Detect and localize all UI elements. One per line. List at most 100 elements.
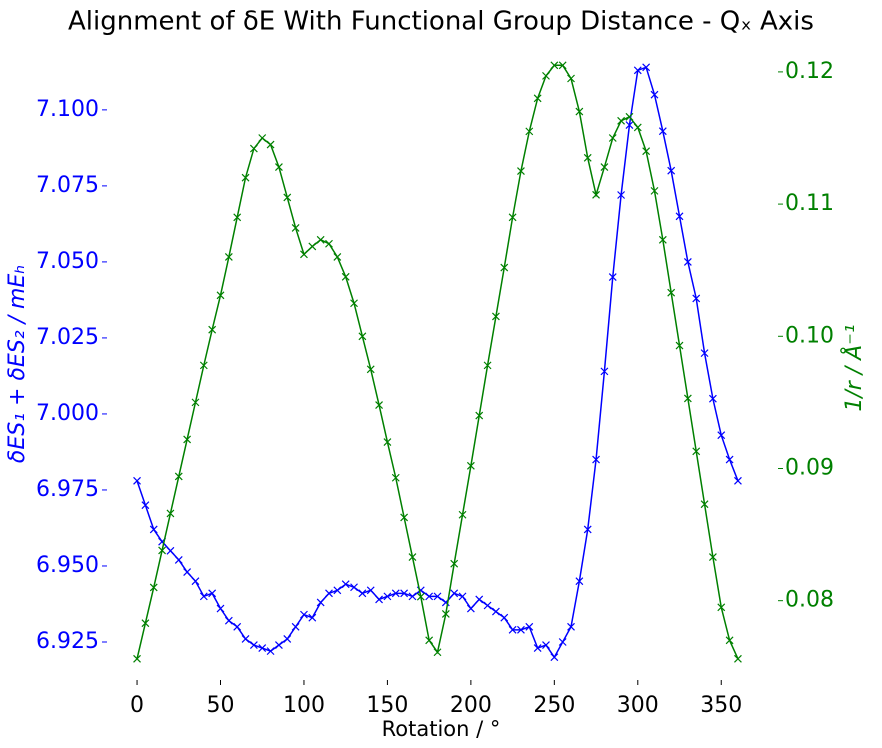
point-marker xyxy=(133,654,141,663)
point-marker xyxy=(450,589,459,598)
point-marker xyxy=(291,622,300,631)
point-marker xyxy=(558,61,567,70)
point-marker xyxy=(491,607,500,616)
point-marker xyxy=(508,625,517,634)
point-marker xyxy=(533,644,542,652)
y-tick-label: 6.950 xyxy=(36,553,99,578)
point-marker xyxy=(592,455,600,464)
point-marker xyxy=(341,272,350,281)
point-marker xyxy=(550,653,559,662)
point-marker xyxy=(258,644,267,652)
point-marker xyxy=(400,513,409,522)
y2-tick-label: 0.08 xyxy=(785,588,834,613)
point-marker xyxy=(500,613,509,622)
point-marker xyxy=(483,601,492,610)
point-marker xyxy=(224,616,233,625)
y-tick-label: 6.975 xyxy=(36,477,99,502)
point-marker xyxy=(583,153,592,162)
point-marker xyxy=(575,577,584,586)
y2-tick-label: 0.11 xyxy=(785,191,834,216)
point-marker xyxy=(533,94,542,103)
point-marker xyxy=(525,622,534,631)
point-marker xyxy=(667,166,676,175)
point-marker xyxy=(458,592,467,601)
point-marker xyxy=(141,619,150,628)
point-marker xyxy=(199,592,208,601)
x-tick-label: 150 xyxy=(366,693,408,718)
point-marker xyxy=(441,609,450,618)
point-marker xyxy=(375,595,383,604)
point-marker xyxy=(558,638,567,646)
point-marker xyxy=(542,641,550,649)
y-tick-label: 7.025 xyxy=(36,325,99,350)
point-marker xyxy=(475,411,484,420)
point-marker xyxy=(600,367,609,376)
chart-title: Alignment of δE With Functional Group Di… xyxy=(68,7,814,37)
point-marker xyxy=(475,595,484,604)
point-marker xyxy=(617,116,626,125)
y-axis-label: δES₁ + δES₂ / mEₕ xyxy=(5,265,30,463)
point-marker xyxy=(233,622,242,631)
point-marker xyxy=(725,455,734,464)
point-marker xyxy=(433,592,442,601)
x-tick-label: 100 xyxy=(283,693,325,718)
point-marker xyxy=(508,213,517,222)
point-marker xyxy=(658,127,667,136)
point-marker xyxy=(183,435,192,444)
point-marker xyxy=(308,613,317,622)
point-marker xyxy=(133,476,141,485)
point-marker xyxy=(608,134,617,142)
point-marker xyxy=(383,438,392,446)
point-marker xyxy=(241,635,250,643)
point-marker xyxy=(675,212,684,221)
point-marker xyxy=(525,127,534,136)
point-marker xyxy=(366,586,375,595)
point-marker xyxy=(700,500,709,509)
y-tick-label: 7.075 xyxy=(36,173,99,198)
point-marker xyxy=(466,604,475,613)
point-marker xyxy=(158,546,167,555)
x-tick-label: 250 xyxy=(533,693,575,718)
point-marker xyxy=(517,625,525,634)
point-marker xyxy=(266,647,275,656)
point-marker xyxy=(625,112,634,121)
point-marker xyxy=(633,123,642,132)
point-marker xyxy=(583,525,592,534)
series-line xyxy=(136,64,739,660)
point-marker xyxy=(141,501,150,510)
x-tick-label: 0 xyxy=(130,693,144,718)
point-marker xyxy=(333,253,342,261)
point-marker xyxy=(500,263,509,272)
point-marker xyxy=(400,589,409,598)
point-marker xyxy=(316,598,325,607)
point-marker xyxy=(517,167,525,175)
point-marker xyxy=(567,622,575,631)
point-marker xyxy=(667,288,676,297)
point-marker xyxy=(341,580,350,589)
point-marker xyxy=(166,546,175,555)
point-marker xyxy=(708,394,717,403)
point-marker xyxy=(642,147,651,156)
point-marker xyxy=(567,74,575,83)
point-marker xyxy=(650,90,659,99)
point-marker xyxy=(208,325,217,334)
y2-tick-label: 0.12 xyxy=(785,59,834,84)
point-marker xyxy=(633,66,642,75)
point-marker xyxy=(166,509,175,518)
point-marker xyxy=(350,583,358,592)
point-marker xyxy=(617,191,626,199)
point-marker xyxy=(191,577,200,586)
point-marker xyxy=(174,555,183,564)
point-marker xyxy=(692,447,701,456)
point-marker xyxy=(283,635,292,643)
point-marker xyxy=(433,648,442,657)
point-marker xyxy=(174,472,183,481)
y-tick-label: 7.100 xyxy=(36,97,99,122)
point-marker xyxy=(183,568,192,576)
x-tick-label: 300 xyxy=(617,693,659,718)
point-marker xyxy=(216,291,225,300)
point-marker xyxy=(391,589,400,598)
point-marker xyxy=(383,592,392,601)
x-axis-label: Rotation / ° xyxy=(382,717,501,741)
point-marker xyxy=(550,61,559,70)
